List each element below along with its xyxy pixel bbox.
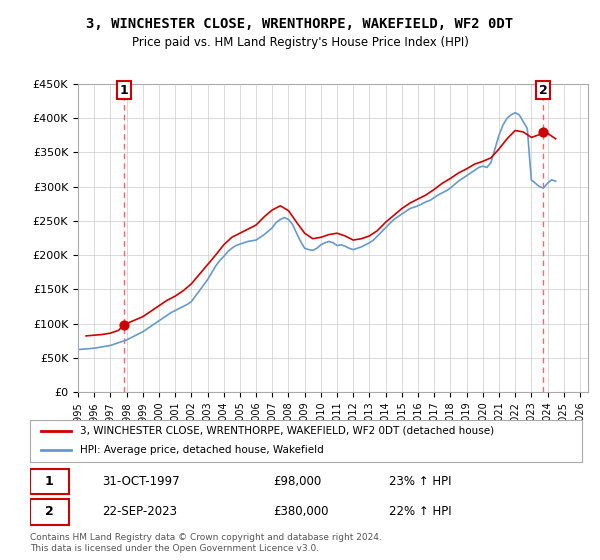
Text: 3, WINCHESTER CLOSE, WRENTHORPE, WAKEFIELD, WF2 0DT: 3, WINCHESTER CLOSE, WRENTHORPE, WAKEFIE… <box>86 17 514 31</box>
Text: HPI: Average price, detached house, Wakefield: HPI: Average price, detached house, Wake… <box>80 445 323 455</box>
Point <box>538 128 548 137</box>
Text: £380,000: £380,000 <box>273 505 328 519</box>
Text: 2: 2 <box>539 84 547 97</box>
FancyBboxPatch shape <box>30 469 68 494</box>
Text: 23% ↑ HPI: 23% ↑ HPI <box>389 475 451 488</box>
Text: Price paid vs. HM Land Registry's House Price Index (HPI): Price paid vs. HM Land Registry's House … <box>131 36 469 49</box>
Text: 22% ↑ HPI: 22% ↑ HPI <box>389 505 451 519</box>
Text: 22-SEP-2023: 22-SEP-2023 <box>102 505 177 519</box>
Text: 31-OCT-1997: 31-OCT-1997 <box>102 475 179 488</box>
Text: 2: 2 <box>45 505 53 519</box>
Text: 1: 1 <box>45 475 53 488</box>
Text: 3, WINCHESTER CLOSE, WRENTHORPE, WAKEFIELD, WF2 0DT (detached house): 3, WINCHESTER CLOSE, WRENTHORPE, WAKEFIE… <box>80 426 494 436</box>
Point <box>119 320 128 329</box>
Text: 1: 1 <box>119 84 128 97</box>
Text: Contains HM Land Registry data © Crown copyright and database right 2024.
This d: Contains HM Land Registry data © Crown c… <box>30 533 382 553</box>
FancyBboxPatch shape <box>30 499 68 525</box>
Text: £98,000: £98,000 <box>273 475 321 488</box>
